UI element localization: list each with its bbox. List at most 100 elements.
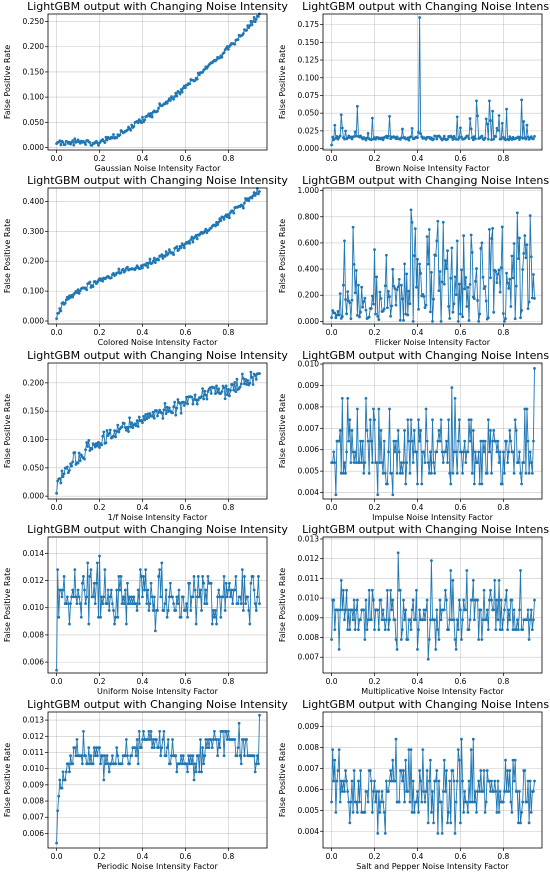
data-point — [112, 272, 115, 276]
data-point — [142, 729, 145, 733]
data-point — [369, 138, 373, 142]
data-point — [61, 140, 65, 144]
data-point — [257, 762, 260, 765]
data-point — [472, 482, 476, 486]
plot-frame — [47, 536, 268, 674]
data-point — [217, 221, 221, 224]
y-tick-label: 0.006 — [23, 658, 45, 667]
data-point — [533, 366, 536, 370]
data-point — [114, 616, 118, 619]
data-point — [424, 608, 428, 612]
data-point — [196, 398, 200, 402]
data-point — [71, 460, 75, 464]
data-point — [85, 595, 89, 599]
data-point — [410, 221, 414, 225]
data-point — [331, 135, 335, 139]
data-point — [344, 471, 347, 475]
data-point — [499, 137, 503, 141]
data-point — [233, 737, 237, 741]
x-tick-label: 0.4 — [412, 503, 424, 512]
data-point — [243, 753, 246, 757]
data-point — [189, 753, 193, 757]
data-point — [342, 779, 345, 783]
data-point — [431, 418, 434, 421]
data-point — [347, 439, 351, 443]
data-point — [253, 770, 257, 773]
data-point — [497, 810, 501, 814]
data-point — [94, 582, 98, 585]
data-point — [195, 402, 199, 406]
data-point — [162, 729, 166, 733]
x-tick-label: 0.2 — [94, 154, 106, 163]
data-point — [454, 800, 458, 803]
data-point — [238, 753, 242, 757]
x-tick-label: 0.6 — [179, 677, 191, 686]
y-axis-label: False Positive Rate — [3, 568, 12, 642]
data-point — [191, 240, 195, 244]
data-point — [477, 638, 481, 642]
chart-panel-3: LightGBM output with Changing Noise Inte… — [3, 174, 288, 347]
data-point — [118, 588, 122, 592]
data-point — [342, 589, 345, 592]
data-point — [407, 747, 411, 751]
data-point — [374, 312, 377, 316]
x-tick-label: 0.6 — [179, 328, 191, 337]
data-point — [150, 745, 154, 749]
data-point — [345, 450, 349, 454]
data-point — [406, 418, 410, 421]
data-point — [331, 460, 335, 464]
data-point — [94, 441, 98, 445]
data-point — [459, 608, 462, 612]
data-point — [123, 425, 127, 429]
data-point — [485, 768, 489, 772]
data-point — [373, 628, 376, 632]
data-point — [225, 737, 229, 741]
data-point — [377, 789, 381, 793]
data-point — [63, 143, 67, 146]
data-point — [466, 810, 470, 814]
data-point — [508, 278, 512, 281]
data-point — [213, 729, 216, 733]
data-point — [505, 789, 508, 793]
data-point — [435, 239, 439, 243]
x-axis-label: Impulse Noise Intensity Factor — [372, 513, 493, 522]
data-point — [100, 277, 104, 281]
data-point — [164, 250, 168, 254]
data-point — [490, 598, 493, 602]
data-point — [351, 226, 355, 230]
data-point — [366, 439, 370, 443]
data-point — [460, 135, 463, 139]
data-point — [165, 405, 169, 409]
data-point — [482, 768, 486, 772]
data-point — [170, 753, 173, 757]
data-point — [65, 595, 69, 599]
data-point — [519, 569, 522, 573]
data-point — [492, 311, 496, 315]
data-point — [145, 417, 149, 420]
data-point — [71, 588, 75, 592]
data-point — [188, 242, 192, 246]
data-point — [507, 138, 511, 142]
data-point — [117, 267, 121, 271]
data-point — [176, 602, 180, 606]
data-point — [92, 582, 96, 585]
y-axis-label: False Positive Rate — [278, 219, 287, 293]
x-tick-label: 0.6 — [454, 852, 466, 861]
plot-frame — [322, 362, 543, 500]
data-point — [443, 259, 447, 263]
data-point — [157, 575, 160, 579]
data-point — [383, 471, 387, 475]
data-point — [333, 628, 337, 632]
data-point — [373, 248, 376, 252]
data-point — [448, 779, 452, 783]
data-point — [506, 628, 510, 632]
data-point — [520, 309, 523, 313]
data-point — [332, 450, 336, 454]
data-point — [379, 297, 383, 301]
data-point — [494, 439, 498, 443]
data-point — [509, 439, 513, 443]
data-point — [151, 260, 155, 263]
y-tick-label: 0.000 — [23, 143, 45, 152]
x-tick-label: 0.4 — [412, 328, 424, 337]
data-point — [68, 622, 71, 626]
